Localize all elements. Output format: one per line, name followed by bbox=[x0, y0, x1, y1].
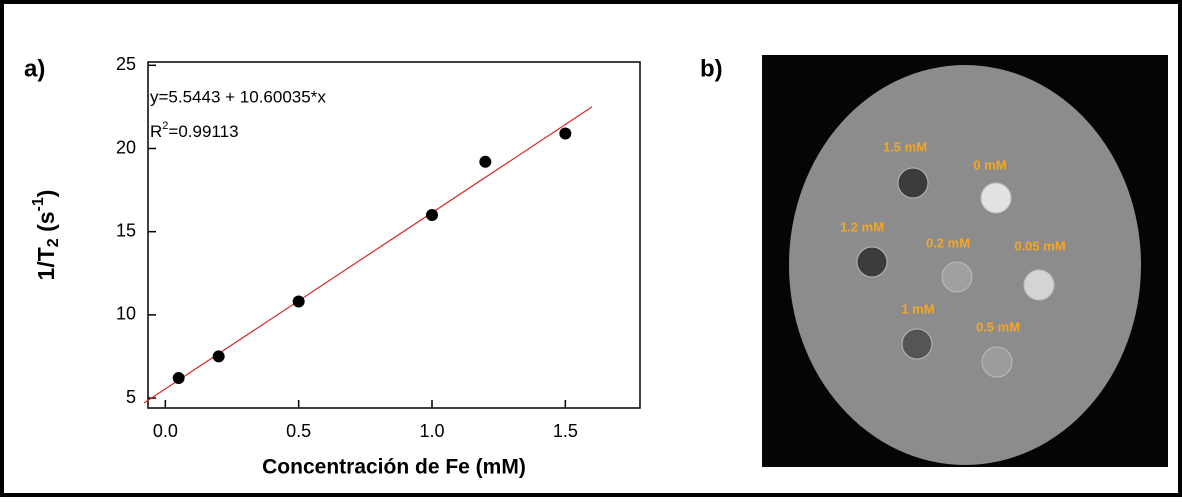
sample-disc bbox=[981, 346, 1013, 378]
r2-sup: 2 bbox=[162, 120, 168, 132]
sample-disc bbox=[897, 167, 929, 199]
equation: y=5.5443 + 10.60035*x bbox=[150, 87, 326, 106]
sample-label: 0.5 mM bbox=[976, 319, 1020, 334]
y-label-sup: -1 bbox=[30, 197, 47, 211]
panel-label: a) bbox=[24, 55, 45, 82]
sample-disc bbox=[901, 328, 933, 360]
r-squared: R2=0.99113 bbox=[150, 120, 239, 142]
y-axis-label: 1/T2 (s-1) bbox=[30, 190, 62, 281]
y-tick-label: 10 bbox=[116, 304, 136, 324]
data-point bbox=[212, 350, 225, 363]
y-label-part: (s bbox=[33, 211, 59, 238]
sample-label: 1.2 mM bbox=[840, 219, 884, 234]
y-tick-label: 25 bbox=[116, 54, 136, 74]
r2-part: R bbox=[150, 122, 162, 141]
sample-disc bbox=[941, 261, 973, 293]
sample-disc bbox=[856, 246, 888, 278]
y-tick-label: 15 bbox=[116, 220, 136, 240]
data-point bbox=[292, 295, 305, 308]
data-point bbox=[426, 209, 438, 222]
mri-image bbox=[762, 55, 1168, 467]
y-label-part: 1/T bbox=[33, 247, 59, 280]
y-label-sub: 2 bbox=[45, 238, 62, 247]
panel-label: b) bbox=[700, 55, 723, 82]
r2-part: =0.99113 bbox=[168, 122, 238, 141]
sample-label: 1.5 mM bbox=[883, 139, 927, 154]
x-tick-label: 1.5 bbox=[553, 421, 578, 441]
x-tick-label: 0.5 bbox=[286, 421, 311, 441]
sample-label: 0 mM bbox=[973, 157, 1006, 172]
y-label-part: ) bbox=[33, 190, 59, 198]
sample-label: 1 mM bbox=[901, 301, 934, 316]
y-tick-label: 20 bbox=[116, 137, 136, 157]
sample-disc bbox=[980, 182, 1012, 214]
x-tick-label: 1.0 bbox=[419, 421, 444, 441]
data-point bbox=[479, 155, 492, 168]
sample-label: 0.05 mM bbox=[1014, 238, 1065, 253]
sample-disc bbox=[1023, 269, 1055, 301]
sample-label: 0.2 mM bbox=[926, 235, 970, 250]
x-axis-label: Concentración de Fe (mM) bbox=[262, 456, 526, 479]
y-tick-label: 5 bbox=[126, 387, 136, 407]
data-point bbox=[172, 372, 185, 385]
data-point bbox=[559, 127, 572, 140]
x-tick-label: 0.0 bbox=[153, 421, 178, 441]
plot-frame bbox=[147, 61, 641, 409]
